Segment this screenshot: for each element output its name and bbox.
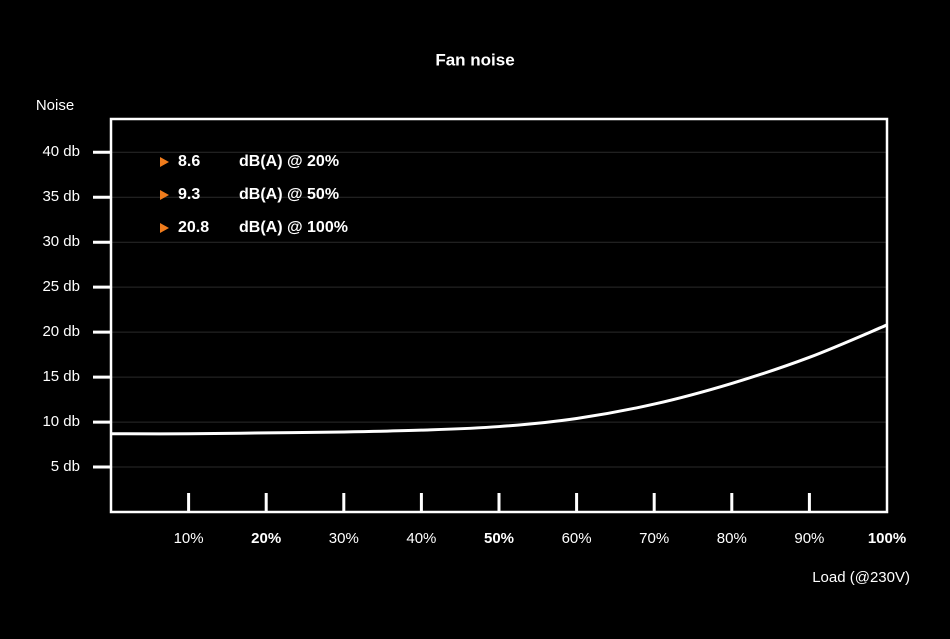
y-tick-label: 25 db [42,278,80,295]
annotation-value: 8.6 [178,153,200,170]
chart-title: Fan noise [435,50,514,69]
annotation-value: 20.8 [178,219,209,236]
y-tick-label: 20 db [42,323,80,340]
x-tick-label: 100% [868,530,906,547]
x-tick-label: 70% [639,530,669,547]
annotation-text: dB(A) @ 20% [239,153,339,170]
y-tick-label: 30 db [42,233,80,250]
x-tick-label: 50% [484,530,514,547]
y-tick-label: 35 db [42,188,80,205]
bullet [160,157,169,167]
annotation-text: dB(A) @ 50% [239,186,339,203]
bullet [160,190,169,200]
y-tick-label: 5 db [51,458,80,475]
y-tick-label: 10 db [42,413,80,430]
x-tick-label: 30% [329,530,359,547]
annotation-text: dB(A) @ 100% [239,219,348,236]
annotation-value: 9.3 [178,186,200,203]
x-tick-label: 60% [562,530,592,547]
x-tick-label: 80% [717,530,747,547]
x-tick-label: 20% [251,530,281,547]
y-tick-label: 40 db [42,143,80,160]
x-axis-label: Load (@230V) [812,569,910,586]
y-tick-label: 15 db [42,368,80,385]
x-tick-label: 10% [174,530,204,547]
line [110,323,888,436]
y-axis-label: Noise [36,97,74,114]
plot-frame [109,117,889,514]
x-tick-label: 40% [406,530,436,547]
x-tick-label: 90% [794,530,824,547]
bullet [160,223,169,233]
